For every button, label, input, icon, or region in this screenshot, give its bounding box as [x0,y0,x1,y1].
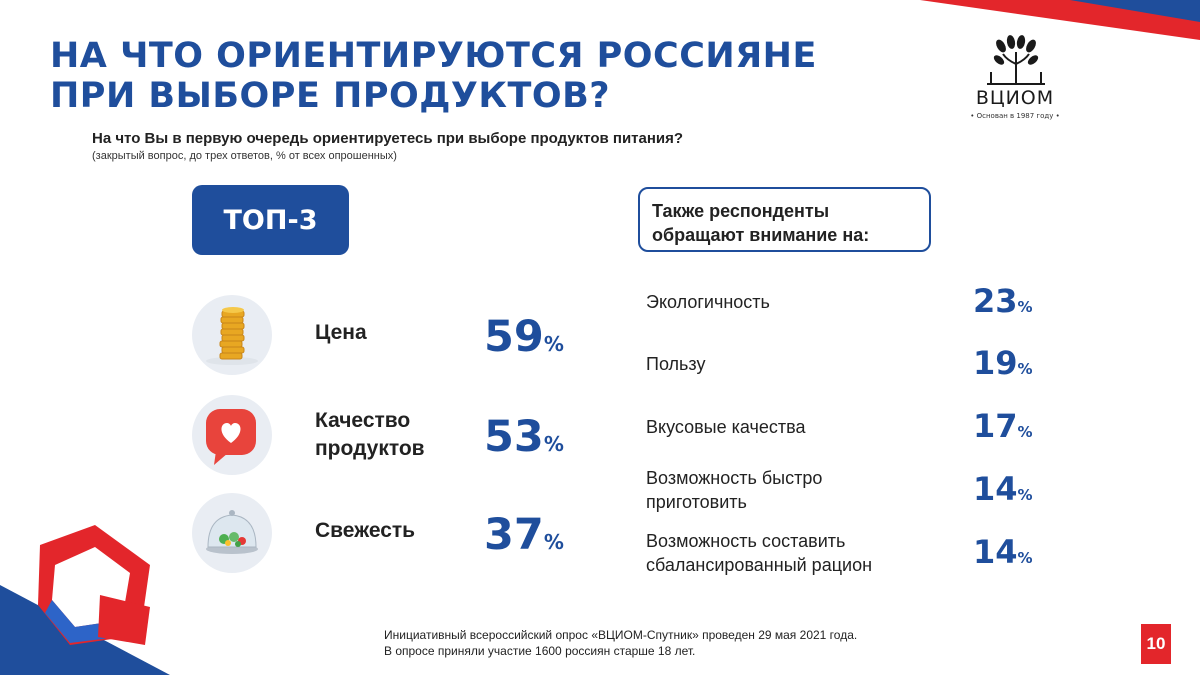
also-item-label: Экологичность [646,292,770,312]
top-item-quality: Качество продуктов 53% [192,395,582,475]
coins-icon [192,295,272,375]
also-item-label: Вкусовые качества [646,417,806,437]
also-item-label: Пользу [646,354,706,374]
also-heading-box: Также респонденты обращают внимание на: [638,187,931,252]
also-item-percent: 19% [973,344,1033,382]
survey-question: На что Вы в первую очередь ориентируетес… [92,130,684,147]
top-item-label: Цена [315,321,367,344]
salad-dome-icon [192,493,272,573]
top-item-label: Свежесть [315,519,416,542]
logo-founded: • Основан в 1987 году • [970,112,1060,120]
survey-question-note: (закрытый вопрос, до трех ответов, % от … [92,150,397,162]
survey-footnote: Инициативный всероссийский опрос «ВЦИОМ-… [384,628,858,658]
top-item-label: Качество продуктов [315,409,425,460]
top-item-freshness: Свежесть 37% [192,493,582,573]
also-item-percent: 23% [973,282,1033,320]
russian-flag-decoration [0,525,170,675]
page-number: 10 [1141,624,1171,664]
title-line-2: ПРИ ВЫБОРЕ ПРОДУКТОВ? [50,76,611,116]
top-item-percent: 59% [484,312,564,362]
also-item-percent: 17% [973,407,1033,445]
tree-logo-icon [987,35,1045,85]
title-line-1: НА ЧТО ОРИЕНТИРУЮТСЯ РОССИЯНЕ [50,36,817,76]
also-item-label: Возможность составить сбалансированный р… [646,531,873,575]
top-item-percent: 37% [484,510,564,560]
heart-like-icon [192,395,272,475]
also-heading-line-1: Также респонденты [652,201,830,221]
top-item-price: Цена 59% [192,295,582,375]
top-item-percent: 53% [484,412,564,462]
also-item-percent: 14% [973,470,1033,508]
page-title: НА ЧТО ОРИЕНТИРУЮТСЯ РОССИЯНЕ ПРИ ВЫБОРЕ… [50,36,870,116]
also-item-label: Возможность быстро приготовить [646,468,823,512]
also-heading-line-2: обращают внимание на: [652,225,870,245]
also-item-percent: 14% [973,533,1033,571]
top3-badge: ТОП-3 [192,185,349,255]
corner-stripe-decoration [920,0,1200,40]
logo-name: ВЦИОМ [975,87,1055,109]
vciom-logo: ВЦИОМ • Основан в 1987 году • [955,34,1075,124]
